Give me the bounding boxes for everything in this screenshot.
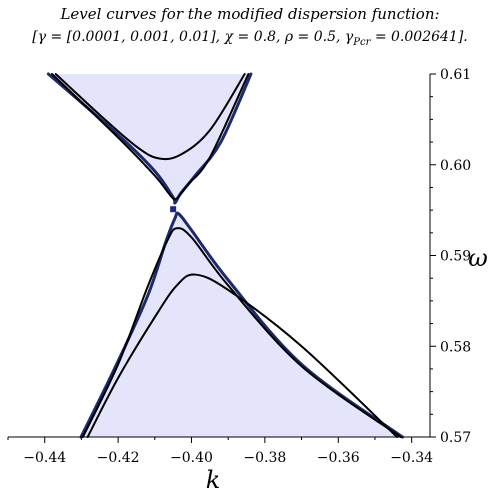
subtitle-close-bracket: ]. xyxy=(457,29,468,45)
subtitle-gamma-pcr-symbol: γ xyxy=(345,29,354,45)
subtitle-gamma: γ = [0.0001, 0.001, 0.01], xyxy=(38,29,225,45)
level-curve-upper-inner-1 xyxy=(51,73,250,201)
chart-title: Level curves for the modified dispersion… xyxy=(59,5,439,23)
subtitle-gamma-pcr-subscript: Pcr xyxy=(352,37,371,48)
subtitle-chi: χ = 0.8, xyxy=(224,29,285,45)
x-tick-label: −0.44 xyxy=(23,450,66,466)
level-curves xyxy=(46,72,404,439)
level-curve-upper-inner-2 xyxy=(54,73,246,161)
x-tick-label: −0.42 xyxy=(97,450,140,466)
chart-subtitle: [γ = [0.0001, 0.001, 0.01], χ = 0.8, ρ =… xyxy=(32,29,468,48)
x-tick-label: −0.38 xyxy=(243,450,286,466)
level-curve-upper-outer xyxy=(46,72,253,205)
subtitle-gamma-pcr-value: = 0.002641 xyxy=(370,29,457,45)
region-fills xyxy=(48,74,403,437)
lower-region-fill xyxy=(81,212,403,437)
y-tick-label: 0.60 xyxy=(440,158,471,174)
y-tick-label: 0.58 xyxy=(440,339,471,355)
axes: −0.44 −0.42 −0.40 −0.38 −0.36 −0.34 0.570.580… xyxy=(7,67,471,466)
subtitle-open-bracket: [ xyxy=(32,29,38,45)
x-tick-label: −0.36 xyxy=(317,450,360,466)
upper-region-fill xyxy=(48,74,251,204)
x-tick-label: −0.34 xyxy=(390,450,433,466)
critical-point-group xyxy=(170,206,177,213)
y-axis-label: ω xyxy=(468,244,488,272)
y-axis-ticks: 0.57 0.58 0.59 0.60 0.61 xyxy=(430,67,471,446)
x-tick-label: −0.40 xyxy=(170,450,213,466)
critical-point-marker xyxy=(170,206,177,213)
y-tick-label: 0.59 xyxy=(440,249,471,265)
y-tick-label: 0.57 xyxy=(440,430,471,446)
x-axis-ticks: −0.44 −0.42 −0.40 −0.38 −0.36 −0.34 xyxy=(7,437,433,466)
subtitle-rho: ρ = 0.5, xyxy=(284,29,345,45)
y-tick-label: 0.61 xyxy=(440,67,471,83)
level-curve-lower-inner-1 xyxy=(81,227,402,438)
x-axis-label: k xyxy=(206,466,221,494)
level-curve-lower-inner-2 xyxy=(86,273,398,438)
